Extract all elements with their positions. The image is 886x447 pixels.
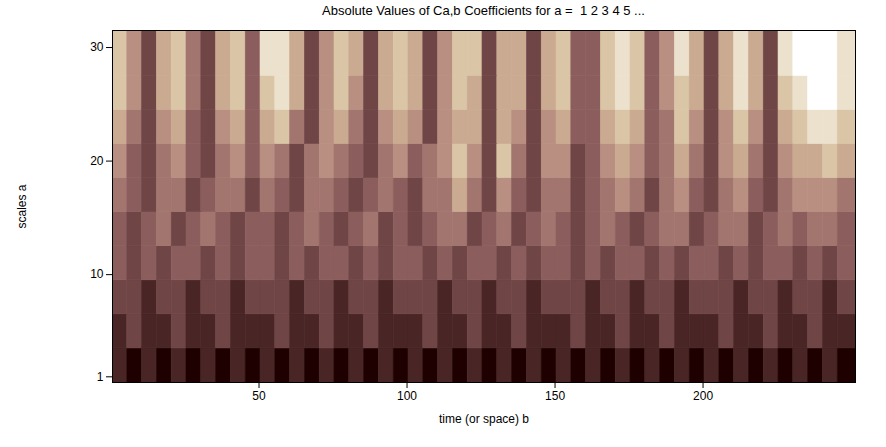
svg-text:10: 10 [90, 267, 104, 281]
svg-text:100: 100 [397, 389, 417, 403]
svg-text:time (or space) b: time (or space) b [439, 412, 529, 426]
svg-text:30: 30 [90, 40, 104, 54]
svg-text:20: 20 [90, 154, 104, 168]
svg-text:50: 50 [252, 389, 266, 403]
svg-text:scales a: scales a [15, 184, 29, 228]
svg-text:200: 200 [693, 389, 713, 403]
svg-text:1: 1 [97, 370, 104, 384]
html-text:Absolute Values of Ca,b Coeffi: Absolute Values of Ca,b Coefficients for… [322, 3, 645, 18]
svg-text:150: 150 [545, 389, 565, 403]
